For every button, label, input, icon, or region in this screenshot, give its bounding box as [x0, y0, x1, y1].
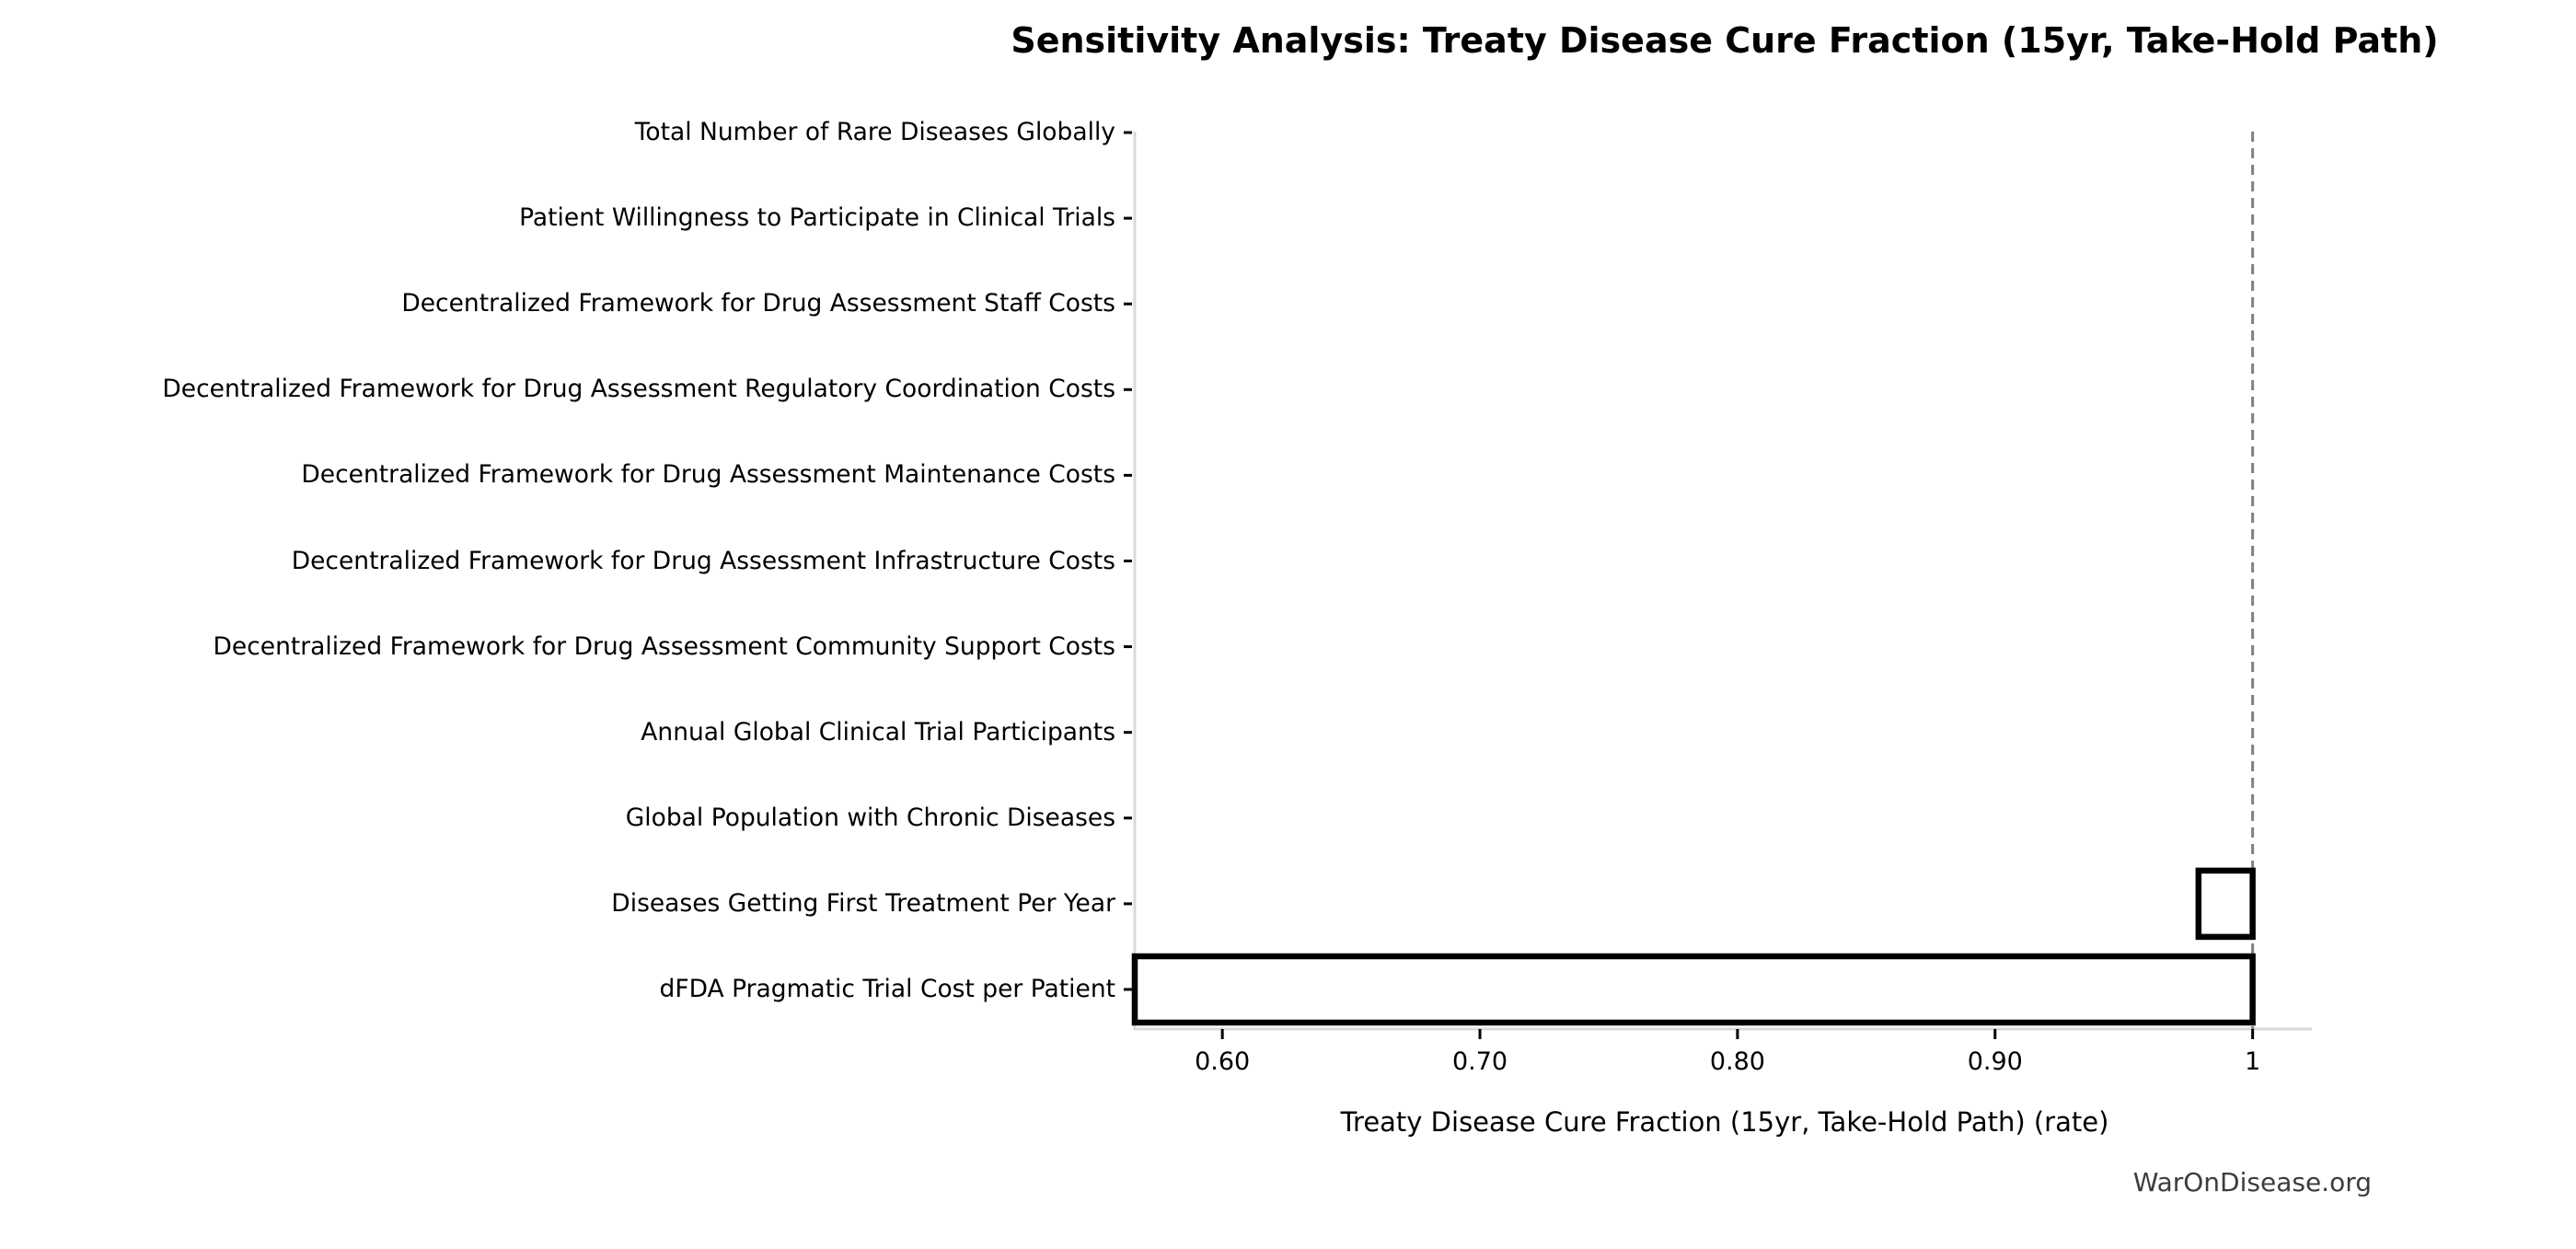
y-tick-label: Decentralized Framework for Drug Assessm… — [213, 631, 1116, 661]
y-tick-label: Decentralized Framework for Drug Assessm… — [301, 460, 1115, 490]
watermark: WarOnDisease.org — [2132, 1167, 2372, 1197]
chart-title: Sensitivity Analysis: Treaty Disease Cur… — [1011, 20, 2439, 61]
x-tick-label: 0.80 — [1709, 1047, 1765, 1076]
x-tick-label: 0.90 — [1967, 1047, 2023, 1076]
y-tick-label: Decentralized Framework for Drug Assessm… — [162, 375, 1115, 404]
y-tick-label: Annual Global Clinical Trial Participant… — [641, 717, 1115, 746]
y-tick-label: Patient Willingness to Participate in Cl… — [519, 203, 1115, 233]
y-tick-label: Decentralized Framework for Drug Assessm… — [401, 289, 1115, 318]
y-tick-label: Diseases Getting First Treatment Per Yea… — [611, 888, 1115, 918]
y-tick-label: dFDA Pragmatic Trial Cost per Patient — [659, 975, 1115, 1003]
x-tick-label: 0.70 — [1451, 1047, 1508, 1076]
x-tick-label: 1 — [2245, 1047, 2261, 1076]
sensitivity-bar — [1131, 953, 2256, 1026]
y-tick-label: Global Population with Chronic Diseases — [625, 803, 1115, 832]
y-tick-label: Decentralized Framework for Drug Assessm… — [291, 546, 1115, 575]
y-tick-label: Total Number of Rare Diseases Globally — [634, 118, 1115, 146]
x-tick-label: 0.60 — [1195, 1047, 1251, 1076]
sensitivity-bar — [2195, 867, 2256, 941]
x-axis-title: Treaty Disease Cure Fraction (15yr, Take… — [1340, 1106, 2109, 1138]
